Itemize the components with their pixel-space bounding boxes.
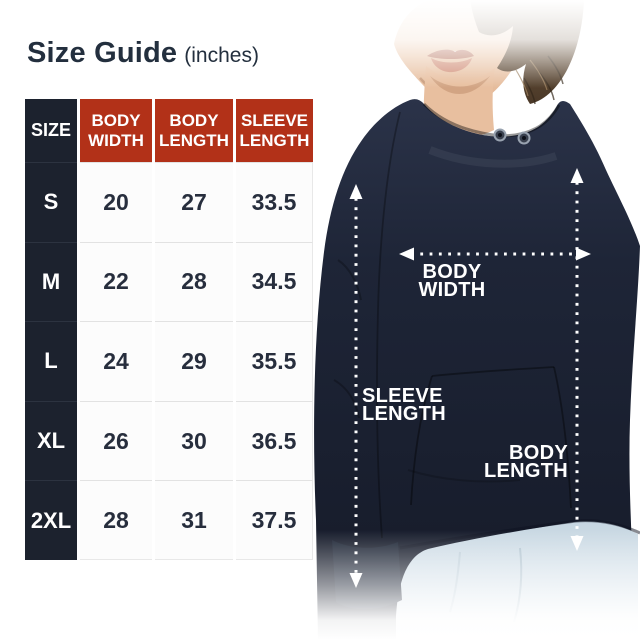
header-cell-size: SIZE [25, 99, 77, 162]
value-cell: 29 [155, 321, 233, 401]
value-cell: 28 [155, 241, 233, 322]
fade-bottom [270, 530, 640, 640]
sleeve-length-label: SLEEVE LENGTH [362, 385, 447, 425]
value-cell: 20 [80, 162, 152, 242]
value-cell: 22 [80, 241, 152, 322]
value-cell: 30 [155, 400, 233, 481]
value-cell: 36.5 [236, 400, 313, 481]
value-cell: 33.5 [236, 162, 313, 242]
fade-top [375, 0, 590, 88]
value-cell: 34.5 [236, 241, 313, 322]
header-cell-sleeve-length: SLEEVE LENGTH [236, 99, 313, 162]
value-cell: 26 [80, 400, 152, 481]
header-cell-body-width: BODY WIDTH [80, 99, 152, 162]
size-label-cell: L [25, 321, 77, 401]
value-cell: 27 [155, 162, 233, 242]
body-width-arrow [399, 247, 591, 261]
header-cell-body-length: BODY LENGTH [155, 99, 233, 162]
pocket-top-seam [431, 366, 555, 377]
size-label-cell: 2XL [25, 480, 77, 560]
sleeve-length-arrow [349, 184, 363, 588]
value-cell: 28 [80, 480, 152, 560]
size-chart-table: SIZE BODY WIDTH BODY LENGTH SLEEVE LENGT… [25, 99, 313, 560]
hoodie-seams [333, 111, 572, 539]
value-cell: 31 [155, 480, 233, 560]
body-length-arrow [570, 168, 584, 551]
hood-collar [422, 102, 561, 138]
size-label-cell: M [25, 241, 77, 322]
hoodie [314, 99, 640, 640]
body-length-label: BODY LENGTH [483, 442, 568, 482]
page-title-text: Size Guide [27, 37, 178, 69]
value-cell: 24 [80, 321, 152, 401]
page-title: Size Guide (inches) [27, 37, 259, 70]
pocket-right-seam [553, 366, 572, 509]
sleeve-seam [376, 111, 401, 539]
drawstring-eyelets [493, 128, 531, 145]
measure-arrows [349, 168, 591, 588]
body-width-label: BODY WIDTH [418, 261, 486, 301]
page-title-units: (inches) [184, 44, 259, 67]
pocket-left-seam [410, 375, 433, 506]
size-label-cell: S [25, 162, 77, 242]
size-label-cell: XL [25, 400, 77, 481]
value-cell: 37.5 [236, 480, 313, 560]
value-cell: 35.5 [236, 321, 313, 401]
hoodie-body [314, 99, 640, 640]
